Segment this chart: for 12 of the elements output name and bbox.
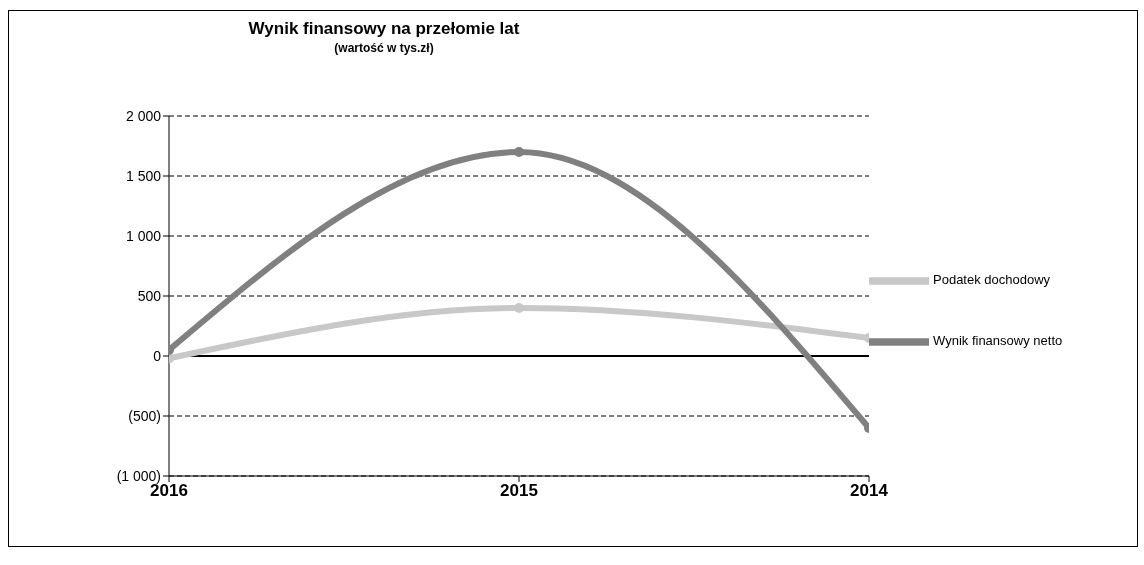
legend-label: Podatek dochodowy [933, 272, 1051, 288]
y-tick-label: 0 [153, 347, 162, 364]
chart-subtitle: (wartość w tys.zł) [333, 41, 435, 55]
legend-label: Wynik finansowy netto [933, 333, 1063, 348]
y-tick-label: (500) [128, 407, 161, 424]
y-tick-label: 2 000 [125, 107, 162, 124]
x-tick-label: 2014 [850, 481, 889, 501]
x-tick-label: 2015 [500, 481, 538, 501]
chart-title: Wynik finansowy na przełomie lat [247, 19, 521, 39]
y-tick-label: 500 [137, 287, 162, 304]
y-tick-label: 1 500 [125, 167, 162, 184]
y-tick-label: 1 000 [125, 227, 162, 244]
